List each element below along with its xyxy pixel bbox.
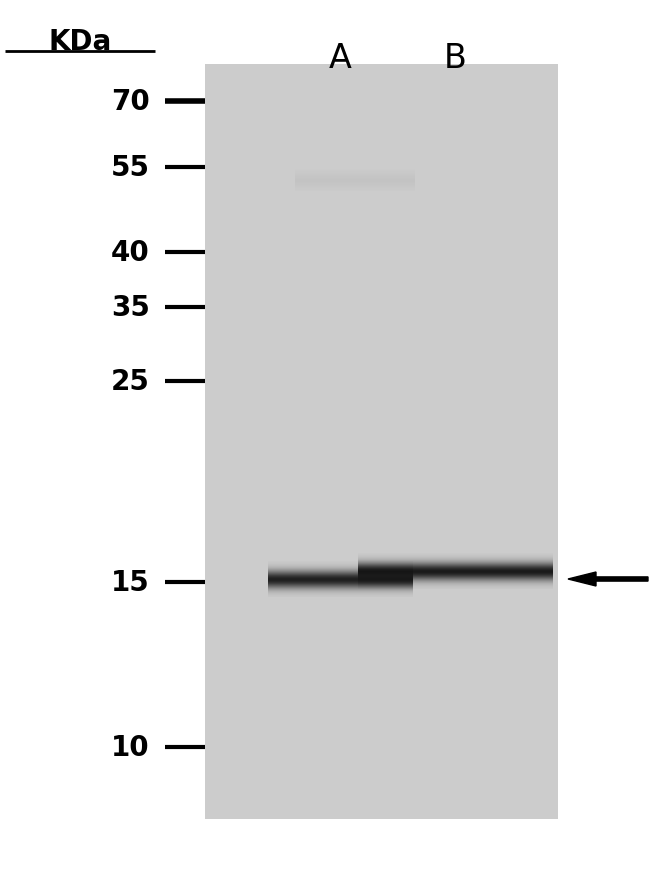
Bar (295, 186, 415, 187)
Bar (295, 189, 415, 190)
Text: B: B (443, 42, 467, 75)
Bar (295, 175, 415, 176)
Bar (295, 174, 415, 175)
Bar (295, 183, 415, 184)
Text: 15: 15 (111, 568, 150, 596)
Bar (295, 190, 415, 191)
Bar (295, 176, 415, 178)
Text: 35: 35 (111, 293, 150, 321)
Bar (295, 187, 415, 188)
Text: A: A (328, 42, 352, 75)
Text: 55: 55 (111, 154, 150, 182)
Bar (295, 171, 415, 172)
Text: 10: 10 (111, 733, 150, 761)
Bar (295, 179, 415, 180)
Bar (205, 65, 558, 819)
Bar (295, 184, 415, 186)
Bar (295, 180, 415, 181)
Text: 70: 70 (111, 88, 150, 116)
Bar (295, 172, 415, 173)
FancyArrow shape (568, 572, 648, 587)
Text: KDa: KDa (48, 28, 112, 56)
Bar (295, 181, 415, 182)
Bar (295, 182, 415, 183)
Text: 25: 25 (111, 368, 150, 396)
Bar (295, 188, 415, 189)
Text: 40: 40 (111, 239, 150, 267)
Bar (295, 169, 415, 171)
Bar (295, 173, 415, 174)
Bar (295, 178, 415, 179)
